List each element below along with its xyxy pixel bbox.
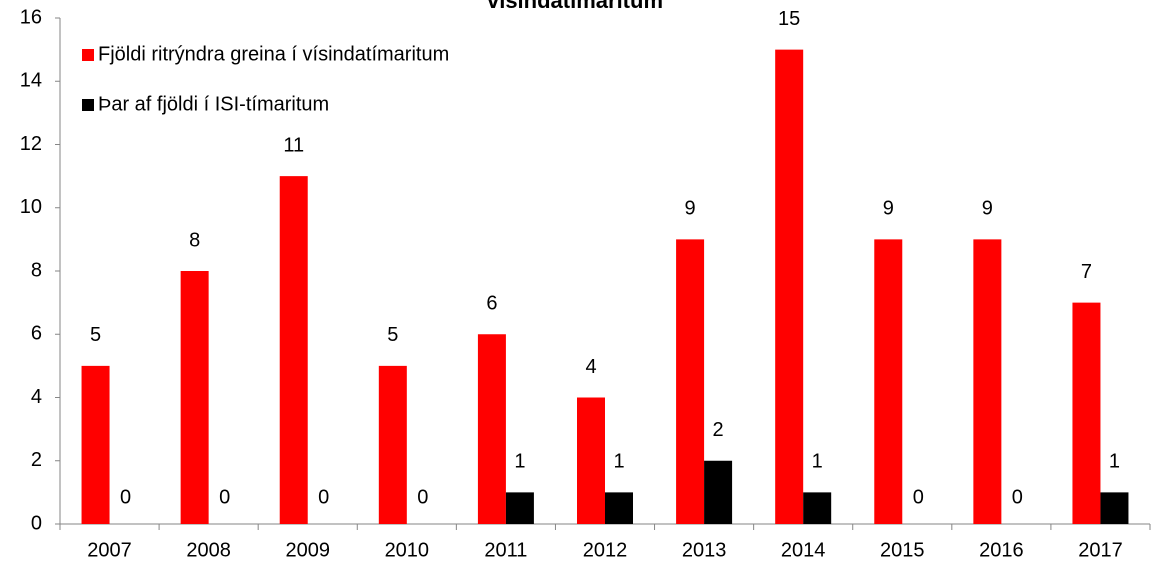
y-tick-label: 0 xyxy=(31,512,42,534)
bar xyxy=(378,365,407,524)
x-tick-label: 2017 xyxy=(1078,539,1123,561)
value-label: 11 xyxy=(283,134,304,156)
y-tick-label: 16 xyxy=(20,6,42,28)
value-label: 0 xyxy=(120,486,131,508)
value-label: 8 xyxy=(189,229,200,251)
bar xyxy=(605,492,633,524)
x-tick-label: 2014 xyxy=(781,539,826,561)
x-tick-label: 2007 xyxy=(87,539,132,561)
value-label: 1 xyxy=(613,451,624,473)
chart-title: vísindatímaritum xyxy=(487,0,663,13)
value-label: 5 xyxy=(387,324,398,346)
value-label: 7 xyxy=(1081,261,1092,283)
value-label: 0 xyxy=(318,486,329,508)
bar xyxy=(973,239,1002,524)
y-tick-label: 6 xyxy=(31,323,42,345)
x-tick-label: 2016 xyxy=(979,539,1024,561)
y-tick-label: 10 xyxy=(20,196,42,218)
bar xyxy=(279,176,308,524)
value-label: 0 xyxy=(1012,486,1023,508)
bar xyxy=(180,271,209,524)
value-label: 9 xyxy=(883,198,894,220)
x-tick-label: 2009 xyxy=(285,539,330,561)
y-tick-label: 8 xyxy=(31,259,42,281)
x-tick-label: 2012 xyxy=(583,539,628,561)
value-label: 15 xyxy=(778,8,800,30)
value-label: 5 xyxy=(90,324,101,346)
x-tick-label: 2010 xyxy=(385,539,430,561)
value-label: 0 xyxy=(913,486,924,508)
value-label: 0 xyxy=(417,486,428,508)
value-label: 1 xyxy=(1109,451,1120,473)
bar xyxy=(775,49,804,524)
bar xyxy=(1100,492,1129,524)
y-tick-label: 14 xyxy=(20,70,42,92)
value-label: 6 xyxy=(486,293,497,315)
y-tick-label: 4 xyxy=(31,386,42,408)
bar xyxy=(676,239,705,524)
x-tick-label: 2008 xyxy=(186,539,231,561)
value-label: 0 xyxy=(219,486,230,508)
x-tick-label: 2013 xyxy=(682,539,727,561)
legend-label: Fjöldi ritrýndra greina í vísindatímarit… xyxy=(98,43,449,65)
y-tick-label: 2 xyxy=(31,449,42,471)
bar xyxy=(505,492,534,524)
x-tick-label: 2015 xyxy=(880,539,925,561)
value-label: 2 xyxy=(713,419,724,441)
value-label: 1 xyxy=(812,451,823,473)
value-label: 9 xyxy=(685,198,696,220)
bar xyxy=(577,397,605,524)
bar xyxy=(704,460,733,524)
legend-swatch xyxy=(82,49,94,61)
bar xyxy=(874,239,903,524)
value-label: 1 xyxy=(514,451,525,473)
bar xyxy=(1072,302,1101,524)
bar xyxy=(81,365,110,524)
value-label: 4 xyxy=(585,356,596,378)
value-label: 9 xyxy=(982,198,993,220)
bar xyxy=(803,492,832,524)
y-tick-label: 12 xyxy=(20,133,42,155)
legend-swatch xyxy=(82,99,94,111)
x-tick-label: 2011 xyxy=(484,539,527,561)
bar xyxy=(477,334,506,524)
legend-label: Þar af fjöldi í ISI-tímaritum xyxy=(98,93,329,115)
